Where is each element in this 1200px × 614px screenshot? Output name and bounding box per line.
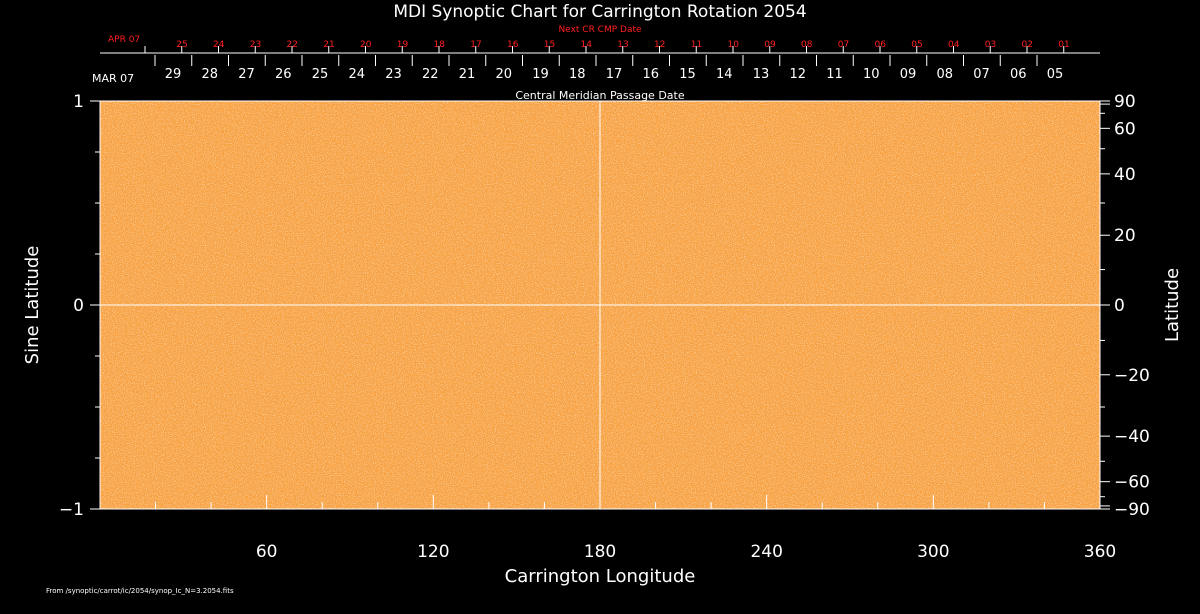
y-right-tick-label: −40 <box>1114 427 1150 447</box>
x-tick-label-60: 60 <box>256 542 278 562</box>
cmp-date-label: 11 <box>826 67 843 82</box>
x-tick-label-360: 360 <box>1084 542 1116 562</box>
cmp-date-label: 21 <box>459 67 476 82</box>
next-cr-date-label: 18 <box>434 40 446 50</box>
next-cr-date-label: 08 <box>801 40 813 50</box>
y-right-tick-label: 20 <box>1114 226 1136 246</box>
cmp-date-label: 07 <box>973 67 990 82</box>
next-cr-date-label: 06 <box>875 40 887 50</box>
next-cr-date-label: 19 <box>397 40 409 50</box>
cmp-month-label: MAR 07 <box>92 72 134 85</box>
cmp-date-label: 12 <box>789 67 806 82</box>
cmp-date-label: 10 <box>863 67 880 82</box>
cmp-date-label: 25 <box>312 67 329 82</box>
source-file-footer: From /synoptic/carrot/ic/2054/synop_Ic_N… <box>46 587 234 595</box>
y-axis-label-left: Sine Latitude <box>22 246 43 365</box>
cmp-date-label: 18 <box>569 67 586 82</box>
y-right-tick-label: −90 <box>1114 500 1150 520</box>
cmp-date-label: 17 <box>606 67 623 82</box>
y-right-tick-label: −60 <box>1114 473 1150 493</box>
y-right-tick-label: 60 <box>1114 119 1136 139</box>
next-cr-date-label: 10 <box>728 40 740 50</box>
next-cr-month-label: APR 07 <box>108 35 140 45</box>
next-cr-date-label: 01 <box>1058 40 1069 50</box>
right-axis-ticks: 90 60 40 20 0 −20 −40 −60 −90 <box>1100 92 1150 520</box>
cmp-date-label: 29 <box>165 67 182 82</box>
next-cr-date-label: 13 <box>617 40 628 50</box>
cmp-date-label: 06 <box>1010 67 1027 82</box>
cmp-date-label: 20 <box>495 67 512 82</box>
cmp-date-label: 09 <box>900 67 917 82</box>
cmp-date-label: 15 <box>679 67 696 82</box>
x-axis-label: Carrington Longitude <box>505 566 696 587</box>
cmp-axis-label: Central Meridian Passage Date <box>515 89 684 102</box>
cmp-date-label: 19 <box>532 67 549 82</box>
y-right-tick-label: 0 <box>1114 296 1125 316</box>
cmp-date-label: 26 <box>275 67 292 82</box>
cmp-date-label: 22 <box>422 67 439 82</box>
next-cr-date-label: 23 <box>250 40 261 50</box>
next-cr-date-label: 22 <box>287 40 298 50</box>
next-cr-date-labels: 25 24 23 22 21 20 19 18 17 16 15 14 13 12 11 10 09 08 07 06… <box>176 40 1069 50</box>
left-axis-ticks: 1 0 −1 <box>59 92 100 520</box>
next-cr-date-label: 11 <box>691 40 702 50</box>
next-cr-date-label: 24 <box>213 40 225 50</box>
next-cr-date-label: 15 <box>544 40 555 50</box>
cmp-date-label: 23 <box>385 67 402 82</box>
next-cr-date-label: 04 <box>948 40 960 50</box>
next-cr-date-label: 05 <box>911 40 922 50</box>
cmp-date-label: 27 <box>238 67 255 82</box>
chart-title: MDI Synoptic Chart for Carrington Rotati… <box>393 2 806 22</box>
cmp-date-label: 16 <box>642 67 659 82</box>
cmp-date-label: 05 <box>1047 67 1064 82</box>
next-cr-date-label: 07 <box>838 40 849 50</box>
cmp-date-label: 14 <box>716 67 733 82</box>
x-tick-label-180: 180 <box>584 542 616 562</box>
cmp-ticks <box>154 55 1038 66</box>
cmp-date-label: 08 <box>936 67 953 82</box>
y-axis-label-right: Latitude <box>1162 268 1183 342</box>
cmp-date-label: 24 <box>348 67 365 82</box>
next-cr-ticks <box>144 46 1065 53</box>
y-right-tick-label: 40 <box>1114 165 1136 185</box>
y-left-tick-label: −1 <box>59 500 84 520</box>
next-cr-date-label: 21 <box>323 40 334 50</box>
x-tick-label-240: 240 <box>750 542 782 562</box>
next-cr-date-label: 25 <box>176 40 187 50</box>
y-right-tick-label: −20 <box>1114 366 1150 386</box>
next-cr-date-label: 03 <box>985 40 996 50</box>
cmp-date-label: 13 <box>753 67 770 82</box>
next-cr-axis-label: Next CR CMP Date <box>558 25 642 35</box>
cmp-date-labels: 29 28 27 26 25 24 23 22 21 20 19 18 17 16 15 14 13 12 11 10… <box>165 67 1064 82</box>
next-cr-date-label: 02 <box>1022 40 1033 50</box>
y-left-tick-label: 1 <box>73 92 84 112</box>
next-cr-date-label: 16 <box>507 40 519 50</box>
bottom-axis-ticks: 60 120 180 240 300 360 <box>155 495 1116 562</box>
x-tick-label-300: 300 <box>917 542 949 562</box>
y-right-tick-label: 90 <box>1114 92 1136 112</box>
next-cr-date-label: 14 <box>581 40 593 50</box>
next-cr-date-label: 17 <box>470 40 481 50</box>
next-cr-date-label: 12 <box>654 40 665 50</box>
x-tick-label-120: 120 <box>417 542 449 562</box>
y-left-tick-label: 0 <box>73 296 84 316</box>
cmp-date-label: 28 <box>201 67 218 82</box>
next-cr-date-label: 09 <box>764 40 776 50</box>
next-cr-date-label: 20 <box>360 40 372 50</box>
